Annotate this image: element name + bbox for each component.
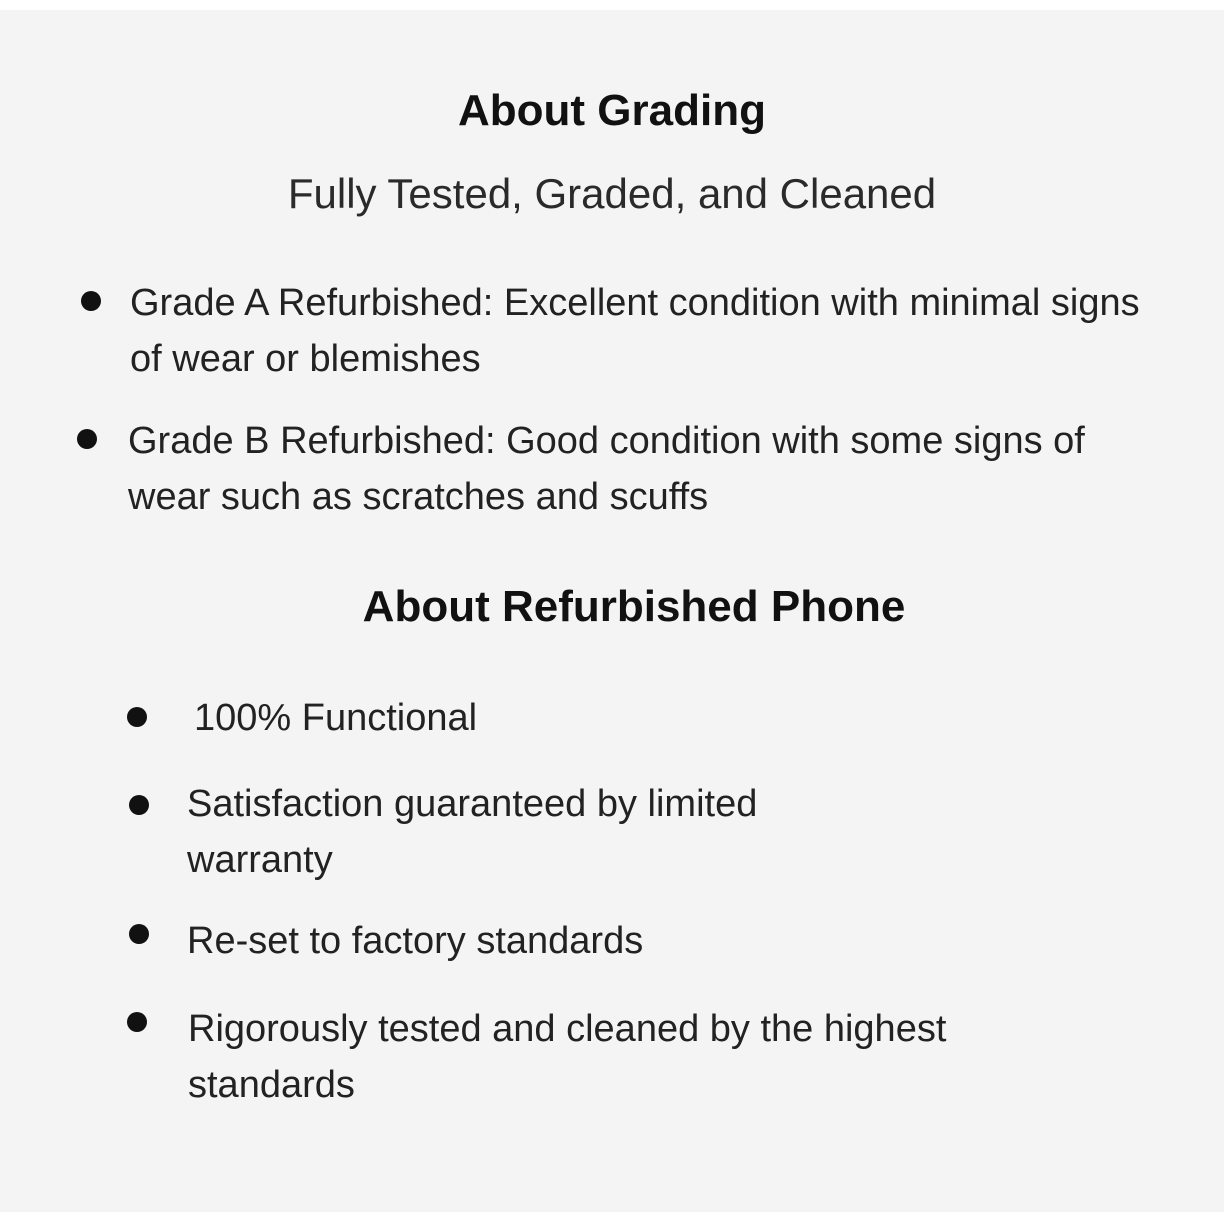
refurbished-item: Satisfaction guaranteed by limited warra… <box>187 783 758 881</box>
grading-title: About Grading <box>458 86 766 135</box>
refurbished-item: Re-set to factory standards <box>187 920 644 962</box>
bullet-icon <box>127 707 147 727</box>
content-panel <box>0 10 1224 1212</box>
grading-subtitle: Fully Tested, Graded, and Cleaned <box>287 170 937 217</box>
refurbished-item: 100% Functional <box>194 697 478 739</box>
bullet-icon <box>127 1012 147 1032</box>
refurbished-item: Rigorously tested and cleaned by the hig… <box>188 1008 947 1106</box>
grade-a-item: Grade A Refurbished: Excellent condition… <box>130 282 1140 380</box>
bullet-icon <box>81 291 101 311</box>
refurbished-title: About Refurbished Phone <box>362 582 906 631</box>
bullet-icon <box>129 795 149 815</box>
bullet-icon <box>77 429 97 449</box>
grade-b-item: Grade B Refurbished: Good condition with… <box>128 420 1085 518</box>
bullet-icon <box>129 924 149 944</box>
